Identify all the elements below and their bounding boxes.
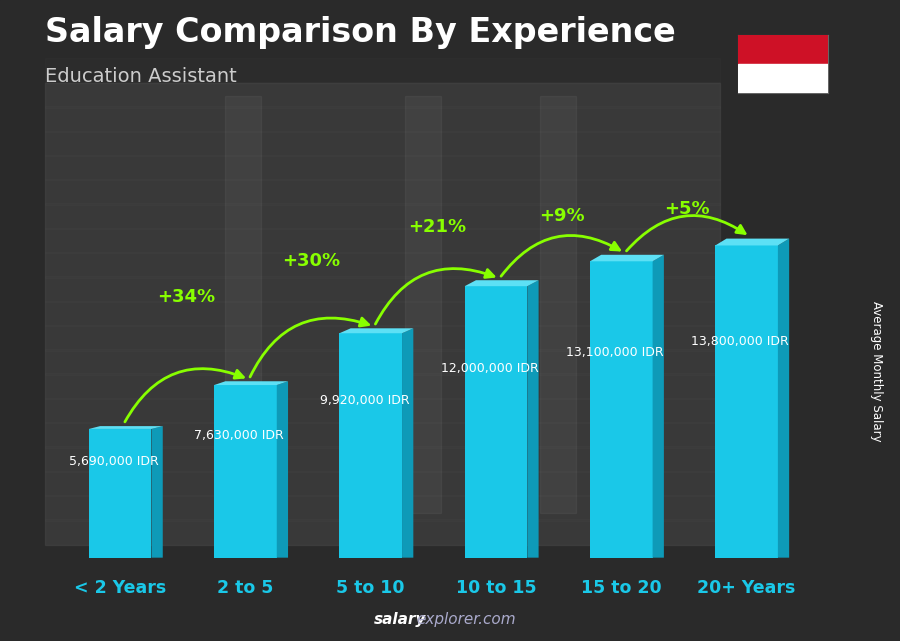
Bar xyxy=(45,131,720,156)
Bar xyxy=(45,301,720,326)
Text: 12,000,000 IDR: 12,000,000 IDR xyxy=(441,362,538,375)
Text: +5%: +5% xyxy=(664,201,710,219)
Bar xyxy=(45,325,720,351)
Bar xyxy=(339,333,402,558)
Bar xyxy=(45,106,720,132)
Text: +9%: +9% xyxy=(539,207,585,225)
Bar xyxy=(45,470,720,496)
Bar xyxy=(45,83,720,545)
Bar xyxy=(214,385,277,558)
Text: Average Monthly Salary: Average Monthly Salary xyxy=(870,301,883,442)
Text: Salary Comparison By Experience: Salary Comparison By Experience xyxy=(45,16,676,49)
Text: 20+ Years: 20+ Years xyxy=(698,579,796,597)
Bar xyxy=(45,179,720,204)
Text: explorer.com: explorer.com xyxy=(417,612,517,627)
Bar xyxy=(45,276,720,302)
Bar xyxy=(405,96,441,513)
Bar xyxy=(738,35,828,64)
Text: Education Assistant: Education Assistant xyxy=(45,67,237,87)
Text: 5 to 10: 5 to 10 xyxy=(337,579,405,597)
Bar xyxy=(45,374,720,399)
Polygon shape xyxy=(402,328,413,558)
Polygon shape xyxy=(214,381,288,385)
Polygon shape xyxy=(151,426,163,558)
Text: salary: salary xyxy=(374,612,426,627)
Bar xyxy=(45,252,720,278)
Polygon shape xyxy=(277,381,288,558)
Text: 15 to 20: 15 to 20 xyxy=(581,579,662,597)
Bar xyxy=(45,495,720,520)
Bar xyxy=(225,96,261,513)
Text: 13,100,000 IDR: 13,100,000 IDR xyxy=(566,345,664,358)
Bar xyxy=(45,422,720,447)
Bar xyxy=(540,96,576,513)
Text: +30%: +30% xyxy=(283,252,340,270)
Polygon shape xyxy=(590,254,664,262)
Text: 5,690,000 IDR: 5,690,000 IDR xyxy=(69,454,158,467)
Bar xyxy=(45,82,720,108)
Polygon shape xyxy=(778,238,789,558)
Text: 13,800,000 IDR: 13,800,000 IDR xyxy=(691,335,789,348)
Text: +21%: +21% xyxy=(408,219,466,237)
Polygon shape xyxy=(527,280,538,558)
Bar xyxy=(716,246,778,558)
Text: 9,920,000 IDR: 9,920,000 IDR xyxy=(320,394,410,407)
Bar xyxy=(45,203,720,229)
Polygon shape xyxy=(652,254,664,558)
Polygon shape xyxy=(716,238,789,246)
Bar xyxy=(45,446,720,472)
Bar xyxy=(738,64,828,93)
Text: < 2 Years: < 2 Years xyxy=(74,579,166,597)
Text: +34%: +34% xyxy=(158,288,215,306)
Text: 2 to 5: 2 to 5 xyxy=(217,579,274,597)
Bar xyxy=(45,58,720,83)
Polygon shape xyxy=(339,328,413,333)
Bar xyxy=(45,155,720,181)
Polygon shape xyxy=(464,280,538,286)
Text: 7,630,000 IDR: 7,630,000 IDR xyxy=(194,429,284,442)
Bar xyxy=(464,286,527,558)
Bar xyxy=(45,228,720,253)
Bar xyxy=(45,398,720,424)
Bar xyxy=(45,519,720,545)
Text: 10 to 15: 10 to 15 xyxy=(455,579,536,597)
Bar xyxy=(590,262,652,558)
Bar xyxy=(89,429,151,558)
Bar xyxy=(45,349,720,375)
Polygon shape xyxy=(89,426,163,429)
